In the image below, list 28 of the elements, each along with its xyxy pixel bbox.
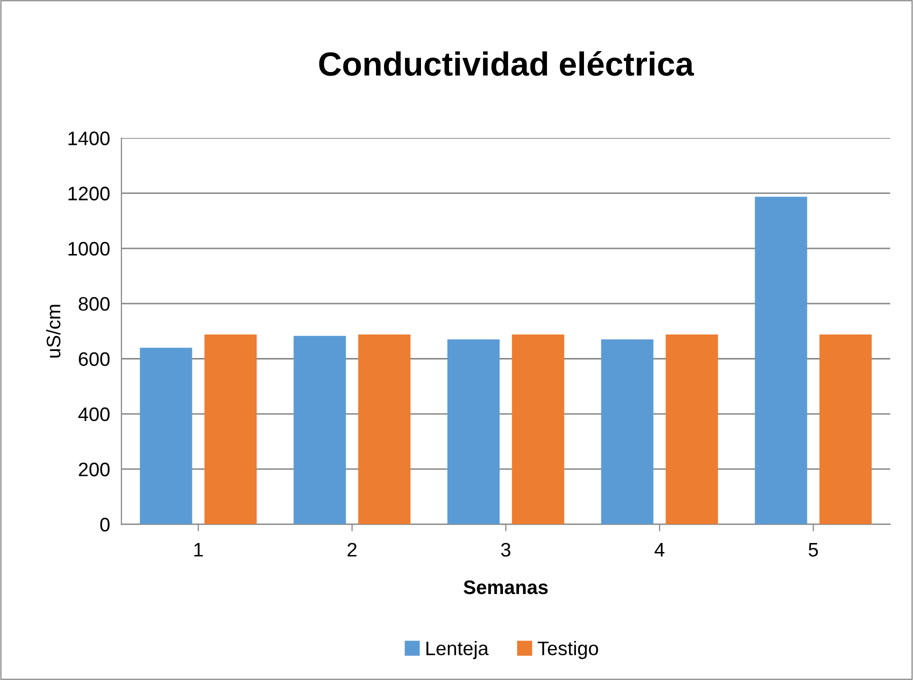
y-tick-label: 200 xyxy=(78,462,110,476)
bar xyxy=(819,334,872,524)
legend-label: Testigo xyxy=(538,640,598,660)
chart-title: Conductividad eléctrica xyxy=(319,51,694,76)
y-tick-label: 1200 xyxy=(68,186,110,200)
bar xyxy=(666,334,718,524)
y-tick-label: 0 xyxy=(100,518,110,532)
bar xyxy=(512,334,564,524)
x-tick-label: 5 xyxy=(808,543,818,557)
x-tick-label: 3 xyxy=(501,542,510,557)
x-tick-label: 4 xyxy=(654,543,664,556)
y-tick-label: 1400 xyxy=(68,132,110,146)
bar xyxy=(140,348,192,524)
bar xyxy=(447,339,500,524)
bar xyxy=(601,339,654,524)
y-tick-label: 600 xyxy=(78,352,110,366)
bar xyxy=(204,334,257,524)
legend-label: Lenteja xyxy=(426,640,489,660)
x-axis-title: Semanas xyxy=(464,580,548,594)
bar xyxy=(358,334,410,524)
y-tick-label: 800 xyxy=(78,297,110,311)
bar xyxy=(754,196,808,524)
y-axis-title: uS/cm xyxy=(46,304,60,358)
bar xyxy=(294,336,346,524)
y-tick-label: 400 xyxy=(78,407,110,422)
x-tick-label: 2 xyxy=(348,542,356,556)
x-tick-label: 1 xyxy=(194,543,203,556)
y-tick-label: 1000 xyxy=(68,242,110,256)
